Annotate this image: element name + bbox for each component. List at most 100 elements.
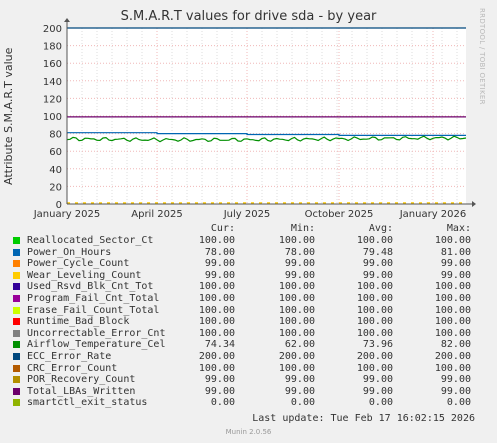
legend-name: POR_Recovery_Count <box>27 374 136 386</box>
header-avg: Avg: <box>368 223 393 234</box>
y-tick-label: 60 <box>49 147 62 158</box>
legend-row: Runtime_Bad_Block 100.00 100.00 100.00 100.0… <box>0 316 497 328</box>
legend-cur: 99.00 <box>204 258 235 270</box>
header-min: Min: <box>290 223 315 234</box>
y-tick-label: 100 <box>43 112 62 123</box>
y-axis-arrow <box>64 18 70 22</box>
legend-swatch <box>13 248 20 256</box>
last-update: Last update: Tue Feb 17 16:02:15 2026 <box>252 413 475 424</box>
legend-max: 100.00 <box>434 292 471 304</box>
legend-avg: 99.00 <box>362 374 393 386</box>
legend-name: Airflow_Temperature_Cel <box>27 339 166 351</box>
x-tick-label: October 2025 <box>305 209 374 220</box>
legend-max: 100.00 <box>434 235 471 246</box>
legend-min: 99.00 <box>284 269 315 281</box>
legend-min: 100.00 <box>278 304 315 316</box>
legend-name: Runtime_Bad_Block <box>27 316 130 328</box>
legend-cur: 99.00 <box>204 269 235 281</box>
legend-swatch <box>13 260 20 268</box>
y-tick-label: 180 <box>43 42 62 53</box>
legend-cur: 100.00 <box>198 304 235 316</box>
legend-max: 99.00 <box>440 258 471 270</box>
legend-max: 0.00 <box>446 397 471 409</box>
legend-cur: 99.00 <box>204 385 235 397</box>
legend-avg: 100.00 <box>356 292 393 304</box>
series-line-power-on-hours <box>67 132 466 136</box>
legend-max: 81.00 <box>440 246 471 258</box>
legend-name: ECC_Error_Rate <box>27 350 112 362</box>
legend-min: 99.00 <box>284 258 315 270</box>
legend-max: 100.00 <box>434 327 471 339</box>
legend-swatch <box>13 271 20 279</box>
legend-avg: 99.00 <box>362 385 393 397</box>
legend-row: Airflow_Temperature_Cel 74.34 62.00 73.96 82… <box>0 339 497 351</box>
legend-min: 100.00 <box>278 292 315 304</box>
x-tick-label: July 2025 <box>223 209 271 220</box>
y-tick-label: 120 <box>43 94 62 105</box>
legend-swatch <box>13 283 20 291</box>
legend-row: CRC_Error_Count 100.00 100.00 100.00 100.00 <box>0 363 497 375</box>
legend-cur: 99.00 <box>204 374 235 386</box>
legend-avg: 73.96 <box>362 339 393 351</box>
x-tick-label: January 2025 <box>33 209 101 220</box>
legend-avg: 79.48 <box>362 246 393 258</box>
legend-name: Uncorrectable_Error_Cnt <box>27 327 166 339</box>
legend-row: Wear_Leveling_Count 99.00 99.00 99.00 99.00 <box>0 270 497 282</box>
y-tick-label: 40 <box>49 165 62 176</box>
header-cur: Cur: <box>210 223 235 234</box>
legend-name: Power_On_Hours <box>27 246 112 258</box>
legend-max: 99.00 <box>440 385 471 397</box>
legend-name: Program_Fail_Cnt_Total <box>27 292 160 304</box>
legend-min: 78.00 <box>284 246 315 258</box>
rrdtool-watermark: RRDTOOL / TOBI OETIKER <box>478 8 486 105</box>
legend-swatch <box>13 399 20 407</box>
legend-row: Program_Fail_Cnt_Total 100.00 100.00 100.00… <box>0 293 497 305</box>
legend-max: 100.00 <box>434 362 471 374</box>
legend-min: 99.00 <box>284 374 315 386</box>
legend-cur: 78.00 <box>204 246 235 258</box>
legend-avg: 100.00 <box>356 281 393 293</box>
legend-cur: 100.00 <box>198 327 235 339</box>
legend-row: Erase_Fail_Count_Total 100.00 100.00 100.00… <box>0 305 497 317</box>
legend-swatch <box>13 341 20 349</box>
legend-max: 100.00 <box>434 304 471 316</box>
legend-row: Used_Rsvd_Blk_Cnt_Tot 100.00 100.00 100.00 1… <box>0 281 497 293</box>
legend-min: 0.00 <box>290 397 315 409</box>
legend-cur: 100.00 <box>198 235 235 246</box>
x-tick-labels: January 2025 April 2025 July 2025 October 2… <box>33 209 467 220</box>
y-tick-label: 80 <box>49 130 62 141</box>
x-axis-arrow <box>472 201 476 207</box>
legend-row: ECC_Error_Rate 200.00 200.00 200.00 200.00 <box>0 351 497 363</box>
legend-max: 99.00 <box>440 374 471 386</box>
legend-min: 100.00 <box>278 362 315 374</box>
legend-row: Reallocated_Sector_Ct 100.00 100.00 100.00 1… <box>0 235 497 247</box>
y-tick-label: 200 <box>43 24 62 35</box>
legend-min: 100.00 <box>278 316 315 328</box>
y-tick-label: 0 <box>56 200 62 211</box>
legend-row: Total_LBAs_Written 99.00 99.00 99.00 99.00 <box>0 386 497 398</box>
legend-name: Power_Cycle_Count <box>27 258 130 270</box>
y-tick-label: 160 <box>43 59 62 70</box>
legend-row: Power_Cycle_Count 99.00 99.00 99.00 99.00 <box>0 258 497 270</box>
legend-avg: 200.00 <box>356 350 393 362</box>
legend-min: 100.00 <box>278 281 315 293</box>
y-tick-label: 140 <box>43 77 62 88</box>
legend-name: Erase_Fail_Count_Total <box>27 304 160 316</box>
legend-min: 200.00 <box>278 350 315 362</box>
legend-row: Power_On_Hours 78.00 78.00 79.48 81.00 <box>0 247 497 259</box>
legend-row: Uncorrectable_Error_Cnt 100.00 100.00 100.0… <box>0 328 497 340</box>
legend-max: 82.00 <box>440 339 471 351</box>
legend-swatch <box>13 364 20 372</box>
legend-name: smartctl_exit_status <box>27 397 148 409</box>
x-tick-label: April 2025 <box>131 209 182 220</box>
legend-avg: 100.00 <box>356 304 393 316</box>
legend-name: Reallocated_Sector_Ct <box>27 235 154 246</box>
legend-name: Wear_Leveling_Count <box>27 269 142 281</box>
legend-min: 99.00 <box>284 385 315 397</box>
legend-avg: 100.00 <box>356 235 393 246</box>
legend-cur: 100.00 <box>198 281 235 293</box>
legend-min: 100.00 <box>278 327 315 339</box>
series-line-airflow-temperature-cel <box>66 135 467 143</box>
legend-swatch <box>13 387 20 395</box>
legend-swatch <box>13 237 20 244</box>
